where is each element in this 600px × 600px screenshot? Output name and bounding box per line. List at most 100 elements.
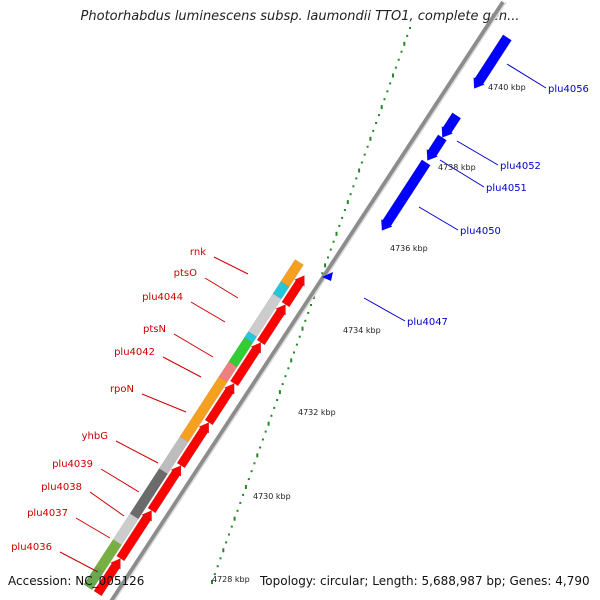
tick-dot	[278, 390, 281, 395]
tick-dot	[276, 399, 279, 401]
gene-label-plu4036: plu4036	[11, 542, 52, 553]
gene-label-ptsn: ptsN	[143, 324, 166, 335]
gene-box	[280, 259, 304, 288]
tick-label-4734-kbp: 4734 kbp	[343, 326, 381, 335]
tick-dot	[394, 66, 397, 69]
tick-dot	[383, 98, 386, 101]
tick-dot	[386, 90, 389, 93]
tick-dot	[372, 129, 375, 132]
tick-dot	[244, 485, 247, 489]
leader-line	[141, 393, 187, 413]
tick-dot	[310, 304, 312, 306]
forward-arrow	[381, 159, 431, 231]
gene-features	[83, 34, 512, 597]
tick-dot	[287, 367, 290, 370]
tick-dot	[324, 263, 327, 268]
leader-line	[75, 517, 111, 539]
tick-dot	[363, 153, 366, 156]
tick-dot	[338, 224, 341, 227]
gene-label-rpon: rpoN	[110, 384, 134, 395]
leader-line	[456, 140, 499, 166]
reverse-arrow	[230, 342, 262, 387]
tick-dot	[307, 311, 310, 314]
leader-line	[100, 468, 140, 493]
genome-backbone	[109, 0, 507, 600]
tick-dot	[228, 533, 230, 536]
gene-label-yhbg: yhbG	[82, 431, 108, 442]
tick-dot	[352, 185, 355, 188]
tick-dot	[304, 319, 307, 322]
tick-dot	[355, 177, 358, 180]
leader-line	[439, 159, 485, 188]
leader-line	[115, 440, 159, 464]
leader-line	[204, 277, 239, 299]
tick-dot	[216, 565, 219, 568]
gene-label-ptso: ptsO	[174, 268, 197, 279]
tick-dot	[222, 548, 225, 553]
tick-dot	[366, 145, 369, 148]
tick-dot	[343, 209, 346, 211]
tick-dot	[295, 343, 298, 346]
gene-label-plu4042: plu4042	[114, 347, 155, 358]
tick-dot	[397, 58, 400, 61]
tick-dot	[409, 27, 411, 29]
tick-label-4736-kbp: 4736 kbp	[390, 244, 428, 253]
tick-dot	[329, 248, 332, 251]
tick-dot	[321, 272, 324, 275]
tick-dot	[267, 421, 270, 426]
gene-label-plu4050: plu4050	[460, 226, 501, 237]
tick-dot	[259, 446, 262, 449]
tick-dot	[230, 525, 233, 528]
tick-dot	[256, 453, 259, 458]
tick-dot	[293, 351, 295, 354]
tick-dot	[349, 193, 352, 196]
leader-line	[162, 356, 202, 378]
tick-dot	[233, 516, 236, 521]
tick-dot	[261, 438, 264, 441]
tick-dot	[332, 240, 335, 243]
leader-line	[173, 333, 214, 358]
tick-dot	[273, 406, 276, 409]
tick-dot	[369, 136, 372, 141]
forward-arrow	[426, 134, 447, 161]
tick-dot	[281, 383, 284, 386]
tick-dot	[225, 541, 228, 544]
gene-label-plu4056: plu4056	[548, 84, 589, 95]
gene-label-plu4038: plu4038	[41, 482, 82, 493]
tick-dot	[327, 256, 329, 259]
reverse-arrow	[256, 304, 286, 346]
tick-label-4738-kbp: 4738 kbp	[438, 163, 476, 172]
reverse-arrow	[281, 275, 305, 308]
reverse-arrow	[147, 465, 182, 514]
tick-dot	[298, 335, 301, 338]
forward-arrow-small	[322, 272, 333, 281]
tick-dot	[406, 34, 409, 37]
map-title: Photorhabdus luminescens subsp. laumondi…	[80, 9, 520, 24]
reverse-arrow	[204, 383, 235, 426]
tick-dot	[360, 161, 363, 164]
tick-dot	[239, 501, 242, 504]
tick-dot	[250, 470, 253, 473]
tick-label-4728-kbp: 4728 kbp	[212, 575, 250, 584]
gene-label-plu4039: plu4039	[52, 459, 93, 470]
forward-arrow	[441, 112, 462, 138]
tick-dot	[219, 557, 222, 560]
gene-label-plu4051: plu4051	[486, 183, 527, 194]
tick-dot	[264, 430, 267, 433]
tick-dot	[211, 580, 213, 584]
gene-label-plu4044: plu4044	[142, 292, 183, 303]
gene-label-plu4052: plu4052	[500, 161, 541, 172]
genome-summary-text: Topology: circular; Length: 5,688,987 bp…	[260, 574, 590, 588]
reverse-arrow	[176, 422, 210, 469]
leader-line	[213, 256, 249, 275]
forward-arrow	[473, 34, 512, 89]
tick-dot	[380, 105, 383, 110]
gene-labels: 4728 kbp 4730 kbp 4732 kbp 4734 kbp 4736 kbp…	[11, 83, 589, 584]
tick-dot	[346, 200, 349, 205]
leader-line	[506, 63, 547, 89]
gene-label-plu4037: plu4037	[27, 508, 68, 519]
reverse-arrow	[116, 510, 152, 562]
gene-label-rnk: rnk	[190, 247, 206, 258]
